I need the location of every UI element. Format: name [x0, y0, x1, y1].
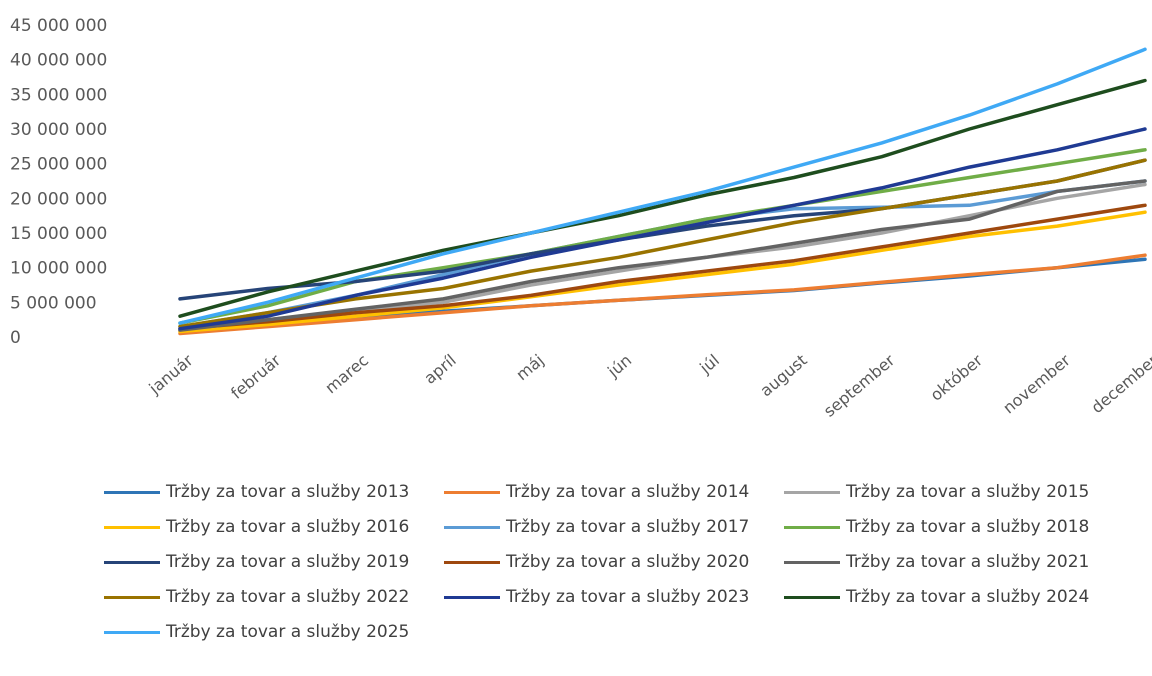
x-tick-label: september	[820, 350, 899, 421]
series-line-11	[178, 78, 1147, 318]
legend-swatch	[444, 490, 500, 494]
legend-label: Tržby za tovar a služby 2024	[846, 587, 1090, 607]
x-tick-label: máj	[512, 351, 547, 385]
line-chart: 0 5 000 000 10 000 000 15 000 000 20 000 000…	[10, 16, 1152, 421]
series-line-9	[178, 158, 1147, 329]
legend-item: Tržby za tovar a služby 2016	[104, 511, 409, 543]
x-tick-label: december	[1087, 350, 1152, 417]
x-tick-label: marec	[321, 351, 372, 398]
legend-item: Tržby za tovar a služby 2018	[784, 511, 1089, 543]
x-tick-label: august	[756, 351, 810, 401]
y-tick-label: 25 000 000	[10, 155, 107, 175]
legend-swatch	[784, 595, 840, 599]
legend-item: Tržby za tovar a služby 2015	[784, 476, 1089, 508]
legend-label: Tržby za tovar a služby 2016	[166, 517, 410, 537]
legend-item: Tržby za tovar a služby 2022	[104, 581, 409, 613]
legend-label: Tržby za tovar a služby 2017	[506, 517, 750, 537]
legend-swatch	[104, 525, 160, 529]
legend-label: Tržby za tovar a služby 2015	[846, 482, 1090, 502]
y-tick-label: 0	[10, 328, 21, 348]
legend-swatch	[104, 630, 160, 634]
series-lines	[178, 47, 1147, 336]
y-tick-label: 30 000 000	[10, 120, 107, 140]
legend-swatch	[104, 595, 160, 599]
legend-label: Tržby za tovar a služby 2018	[846, 517, 1090, 537]
y-tick-label: 15 000 000	[10, 224, 107, 244]
y-axis: 0 5 000 000 10 000 000 15 000 000 20 000 000…	[10, 16, 107, 348]
legend-swatch	[104, 560, 160, 564]
legend-label: Tržby za tovar a služby 2022	[166, 587, 410, 607]
legend-swatch	[784, 525, 840, 529]
legend-item: Tržby za tovar a služby 2023	[444, 581, 749, 613]
legend-item: Tržby za tovar a služby 2013	[104, 476, 409, 508]
legend-item: Tržby za tovar a služby 2019	[104, 546, 409, 578]
legend-label: Tržby za tovar a služby 2020	[506, 552, 750, 572]
x-tick-label: júl	[695, 351, 723, 378]
series-line-1	[178, 253, 1147, 336]
x-tick-label: február	[227, 350, 285, 403]
x-tick-label: apríl	[420, 351, 459, 388]
x-tick-label: november	[999, 350, 1074, 417]
y-tick-label: 45 000 000	[10, 16, 107, 36]
series-line-7	[178, 203, 1147, 331]
y-tick-label: 20 000 000	[10, 189, 107, 209]
legend-label: Tržby za tovar a služby 2021	[846, 552, 1090, 572]
x-tick-label: január	[145, 350, 197, 398]
x-tick-label: jún	[603, 351, 635, 382]
legend-item: Tržby za tovar a služby 2021	[784, 546, 1089, 578]
y-tick-label: 40 000 000	[10, 51, 107, 71]
x-tick-label: október	[927, 350, 987, 404]
legend-swatch	[444, 525, 500, 529]
legend-swatch	[444, 595, 500, 599]
legend-label: Tržby za tovar a služby 2013	[166, 482, 410, 502]
y-tick-label: 35 000 000	[10, 85, 107, 105]
legend-item: Tržby za tovar a služby 2024	[784, 581, 1089, 613]
legend-swatch	[784, 490, 840, 494]
legend-swatch	[104, 490, 160, 494]
x-axis: január február marec apríl máj jún júl august se…	[145, 350, 1152, 421]
legend-label: Tržby za tovar a služby 2014	[506, 482, 750, 502]
legend-swatch	[784, 560, 840, 564]
y-tick-label: 10 000 000	[10, 259, 107, 279]
series-line-12	[178, 47, 1147, 325]
legend-label: Tržby za tovar a služby 2023	[506, 587, 750, 607]
legend-item: Tržby za tovar a služby 2017	[444, 511, 749, 543]
y-tick-label: 5 000 000	[10, 293, 97, 313]
series-line-5	[178, 148, 1147, 325]
legend-swatch	[444, 560, 500, 564]
series-line-3	[178, 210, 1147, 334]
legend-item: Tržby za tovar a služby 2020	[444, 546, 749, 578]
legend-item: Tržby za tovar a služby 2025	[104, 616, 409, 648]
legend-label: Tržby za tovar a služby 2025	[166, 622, 410, 642]
legend-item: Tržby za tovar a služby 2014	[444, 476, 749, 508]
legend-label: Tržby za tovar a služby 2019	[166, 552, 410, 572]
series-line-8	[178, 179, 1147, 332]
series-line-10	[178, 127, 1147, 331]
